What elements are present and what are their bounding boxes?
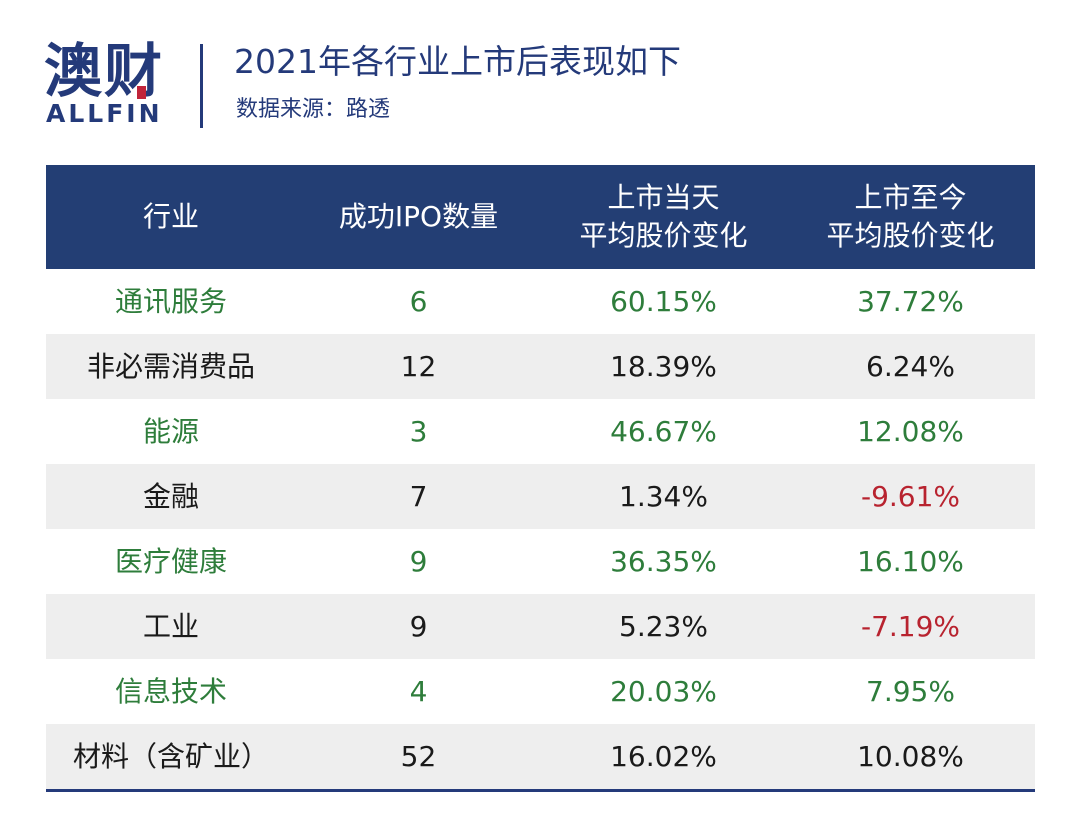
- table-header-row: 行业 成功IPO数量 上市当天 平均股价变化 上市至今 平均股价变化: [46, 165, 1035, 269]
- cell-industry: 能源: [46, 399, 296, 464]
- cell-to-date: 10.08%: [786, 724, 1035, 792]
- cell-ipo-count: 12: [296, 334, 541, 399]
- data-source: 数据来源：路透: [236, 97, 391, 122]
- header-to-date-line2: 平均股价变化: [826, 219, 995, 252]
- logo-accent-mark: [137, 86, 146, 99]
- ipo-performance-table: 行业 成功IPO数量 上市当天 平均股价变化 上市至今 平均股价变化 通讯服务 …: [46, 165, 1035, 792]
- table-row: 医疗健康 9 36.35% 16.10%: [46, 529, 1035, 594]
- table-row: 通讯服务 6 60.15% 37.72%: [46, 269, 1035, 334]
- cell-to-date: -7.19%: [786, 594, 1035, 659]
- cell-to-date: 7.95%: [786, 659, 1035, 724]
- cell-to-date: 12.08%: [786, 399, 1035, 464]
- cell-industry: 金融: [46, 464, 296, 529]
- cell-first-day: 16.02%: [541, 724, 786, 792]
- cell-to-date: -9.61%: [786, 464, 1035, 529]
- cell-to-date: 6.24%: [786, 334, 1035, 399]
- cell-first-day: 5.23%: [541, 594, 786, 659]
- cell-ipo-count: 9: [296, 529, 541, 594]
- cell-ipo-count: 3: [296, 399, 541, 464]
- header-industry: 行业: [46, 165, 296, 269]
- header-first-day-line1: 上市当天: [607, 181, 720, 214]
- header-ipo-count: 成功IPO数量: [296, 165, 541, 269]
- cell-to-date: 16.10%: [786, 529, 1035, 594]
- cell-first-day: 36.35%: [541, 529, 786, 594]
- cell-industry: 通讯服务: [46, 269, 296, 334]
- cell-first-day: 20.03%: [541, 659, 786, 724]
- cell-first-day: 46.67%: [541, 399, 786, 464]
- header: 澳财 ALLFIN 2021年各行业上市后表现如下 数据来源：路透: [0, 0, 1080, 150]
- header-first-day-change: 上市当天 平均股价变化: [541, 165, 786, 269]
- cell-industry: 工业: [46, 594, 296, 659]
- cell-ipo-count: 9: [296, 594, 541, 659]
- cell-industry: 医疗健康: [46, 529, 296, 594]
- header-divider: [200, 44, 203, 128]
- cell-ipo-count: 7: [296, 464, 541, 529]
- cell-first-day: 18.39%: [541, 334, 786, 399]
- table-row: 能源 3 46.67% 12.08%: [46, 399, 1035, 464]
- logo-cn: 澳财: [44, 37, 165, 105]
- table-row: 工业 9 5.23% -7.19%: [46, 594, 1035, 659]
- header-to-date-line1: 上市至今: [854, 181, 967, 214]
- cell-to-date: 37.72%: [786, 269, 1035, 334]
- page-title: 2021年各行业上市后表现如下: [234, 42, 681, 81]
- header-first-day-line2: 平均股价变化: [579, 219, 748, 252]
- logo-en: ALLFIN: [46, 99, 163, 128]
- table-row: 金融 7 1.34% -9.61%: [46, 464, 1035, 529]
- cell-ipo-count: 6: [296, 269, 541, 334]
- table-row: 信息技术 4 20.03% 7.95%: [46, 659, 1035, 724]
- cell-ipo-count: 52: [296, 724, 541, 792]
- cell-first-day: 60.15%: [541, 269, 786, 334]
- cell-industry: 非必需消费品: [46, 334, 296, 399]
- cell-first-day: 1.34%: [541, 464, 786, 529]
- cell-industry: 材料（含矿业）: [46, 724, 296, 792]
- cell-ipo-count: 4: [296, 659, 541, 724]
- header-to-date-change: 上市至今 平均股价变化: [786, 165, 1035, 269]
- table-row: 非必需消费品 12 18.39% 6.24%: [46, 334, 1035, 399]
- table-row: 材料（含矿业） 52 16.02% 10.08%: [46, 724, 1035, 792]
- cell-industry: 信息技术: [46, 659, 296, 724]
